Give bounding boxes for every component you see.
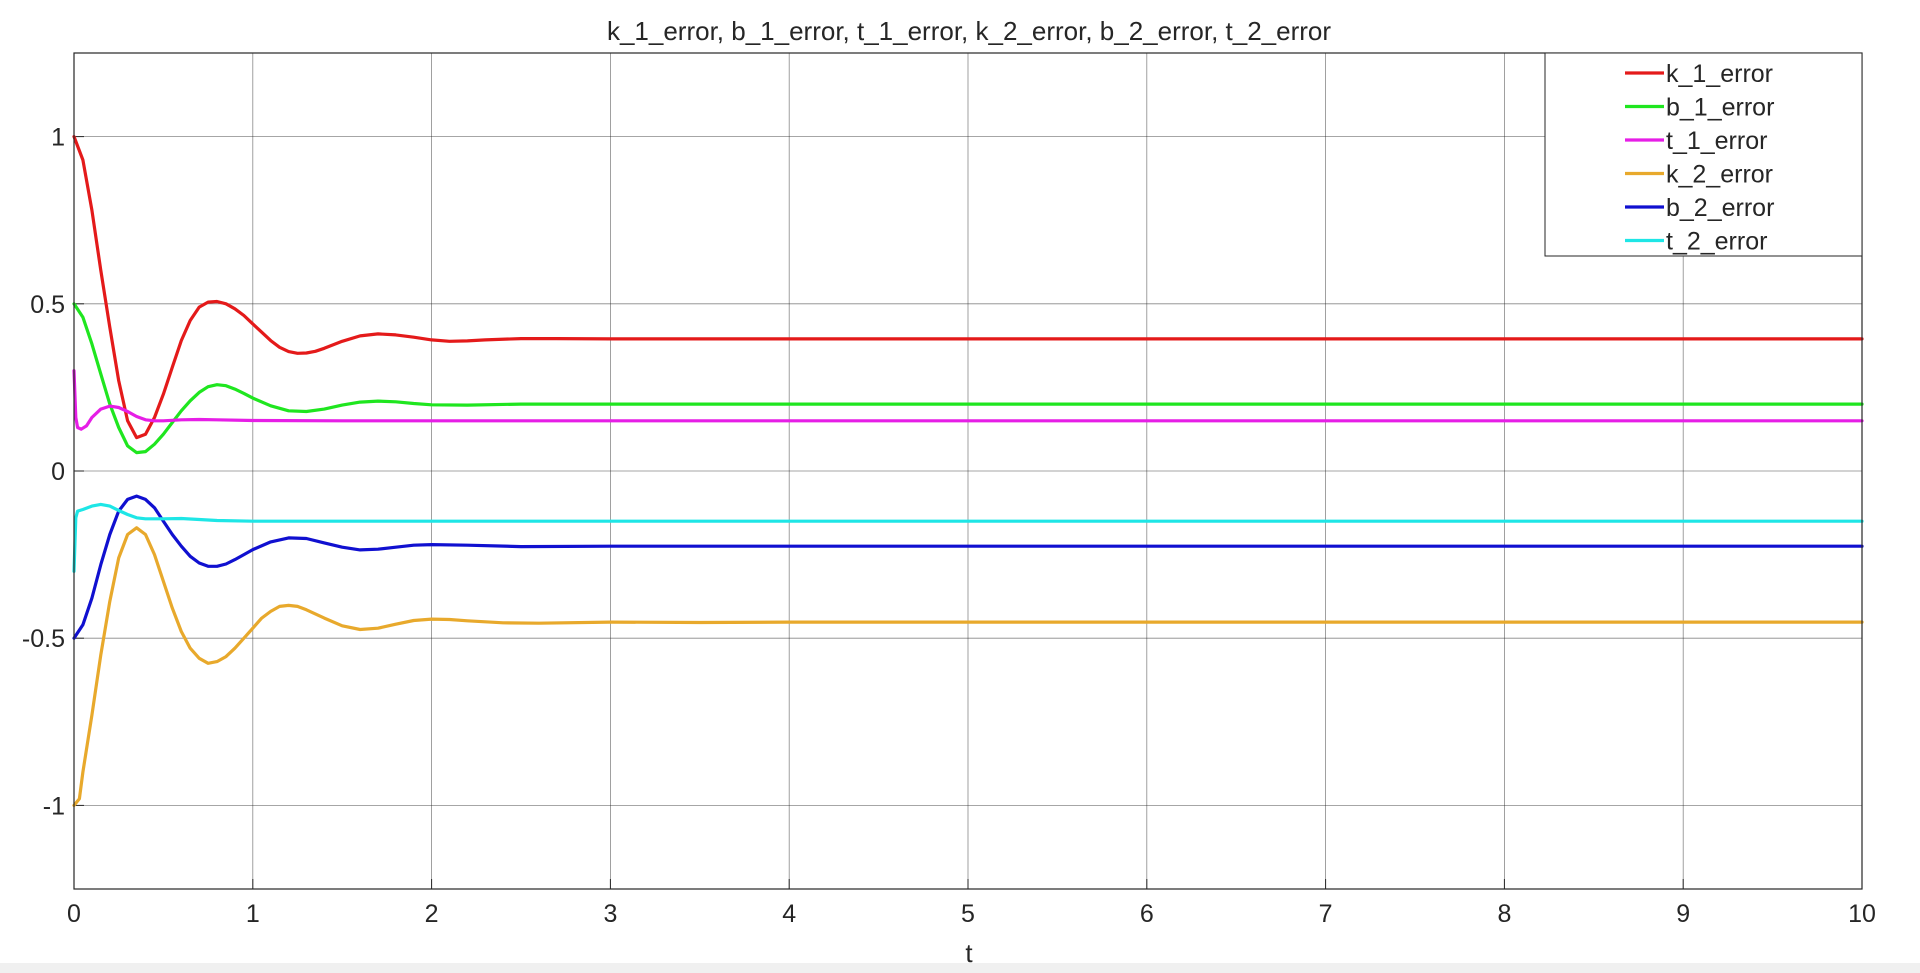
- series-line-b-1-error: [72, 302, 1864, 455]
- x-tick-label: 9: [1676, 900, 1690, 928]
- legend: k_1_error b_1_error t_1_error k_2_error b_2_…: [1544, 52, 1863, 257]
- figure-bottom-strip: [0, 963, 1920, 973]
- chart-title: k_1_error, b_1_error, t_1_error, k_2_err…: [607, 16, 1331, 46]
- x-tick-label: 2: [425, 900, 439, 928]
- legend-entry-label: k_1_error: [1666, 60, 1773, 88]
- x-tick-label: 3: [603, 900, 617, 928]
- x-tick-label: 0: [67, 900, 81, 928]
- x-axis-label: t: [965, 938, 973, 968]
- series-lines: [72, 135, 1864, 807]
- x-tick-label: 6: [1140, 900, 1154, 928]
- series-line-k-2-error: [72, 526, 1864, 807]
- axes-frame: [73, 52, 1863, 890]
- x-tick-label: 4: [782, 900, 796, 928]
- series-line-t-2-error: [72, 502, 1864, 573]
- y-tick-label: 1: [51, 124, 65, 152]
- legend-entry-label: t_2_error: [1666, 228, 1767, 256]
- legend-entry-label: k_2_error: [1666, 161, 1773, 189]
- x-tick-labels: 0 1 2 3 4 5 6 7 8 9 10: [67, 900, 1876, 928]
- y-tick-label: 0: [51, 458, 65, 486]
- x-tick-label: 10: [1848, 900, 1876, 928]
- series-line-k-1-error: [72, 135, 1864, 440]
- x-tick-label: 5: [961, 900, 975, 928]
- x-tick-label: 1: [246, 900, 260, 928]
- series-line-t-1-error: [72, 369, 1864, 431]
- legend-entry-label: b_1_error: [1666, 94, 1774, 122]
- x-tick-label: 7: [1319, 900, 1333, 928]
- legend-box: [1544, 52, 1863, 257]
- y-tick-label: -1: [43, 792, 65, 820]
- legend-entry-label: b_2_error: [1666, 194, 1774, 222]
- legend-entry-label: t_1_error: [1666, 127, 1767, 155]
- y-tick-label: -0.5: [22, 625, 65, 653]
- x-tick-label: 8: [1497, 900, 1511, 928]
- y-tick-labels: 1 0.5 0 -0.5 -1: [22, 124, 65, 821]
- y-tick-label: 0.5: [30, 291, 65, 319]
- series-line-b-2-error: [72, 494, 1864, 640]
